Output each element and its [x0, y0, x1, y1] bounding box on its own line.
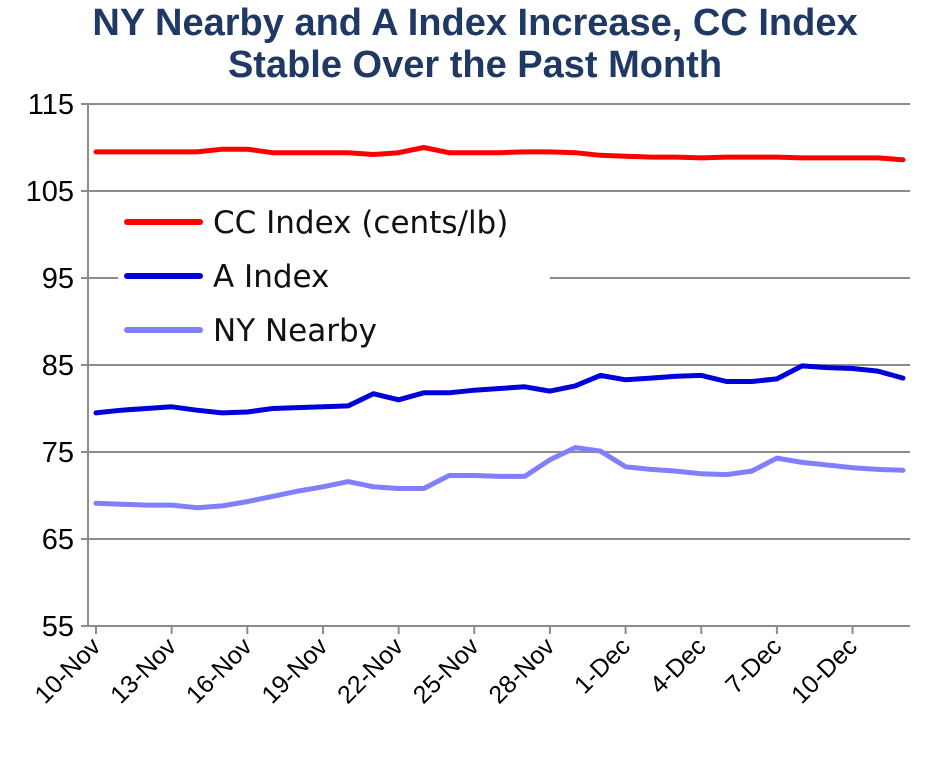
y-tick-label: 95 [42, 263, 74, 295]
x-tick-label: 25-Nov [408, 632, 485, 709]
y-tick-label: 105 [26, 176, 74, 208]
x-tick-label: 16-Nov [181, 632, 258, 709]
x-tick-label: 10-Dec [786, 632, 863, 709]
legend-label: A Index [213, 259, 329, 295]
series-line [93, 363, 906, 416]
chart-title-line-1: NY Nearby and A Index Increase, CC Index [92, 2, 858, 44]
x-tick-label: 13-Nov [105, 632, 182, 709]
y-tick-label: 75 [42, 437, 74, 469]
x-tick-label: 19-Nov [256, 632, 333, 709]
y-axis-ticks: 55 65 75 85 95 105 115 [26, 89, 88, 643]
gridlines [88, 103, 910, 540]
chart-title: NY Nearby and A Index Increase, CC Index… [0, 2, 950, 86]
x-tick-label: 28-Nov [483, 632, 560, 709]
legend: CC Index (cents/lb) A Index NY Nearby [118, 196, 550, 356]
legend-label: NY Nearby [213, 313, 377, 349]
series-lines [93, 145, 906, 511]
y-tick-label: 115 [28, 89, 74, 121]
x-tick-label: 1-Dec [569, 632, 636, 699]
chart-title-line-2: Stable Over the Past Month [227, 44, 723, 86]
x-tick-label: 10-Nov [29, 632, 106, 709]
y-tick-label: 55 [42, 611, 74, 643]
x-axis-ticks: 10-Nov13-Nov16-Nov19-Nov22-Nov25-Nov28-N… [29, 626, 863, 709]
x-tick-label: 22-Nov [332, 632, 409, 709]
y-tick-label: 85 [42, 350, 74, 382]
x-tick-label: 7-Dec [720, 632, 787, 699]
series-line [93, 145, 906, 163]
legend-label: CC Index (cents/lb) [213, 205, 508, 241]
y-tick-label: 65 [42, 524, 74, 556]
x-tick-label: 4-Dec [645, 632, 712, 699]
series-line [93, 445, 906, 511]
